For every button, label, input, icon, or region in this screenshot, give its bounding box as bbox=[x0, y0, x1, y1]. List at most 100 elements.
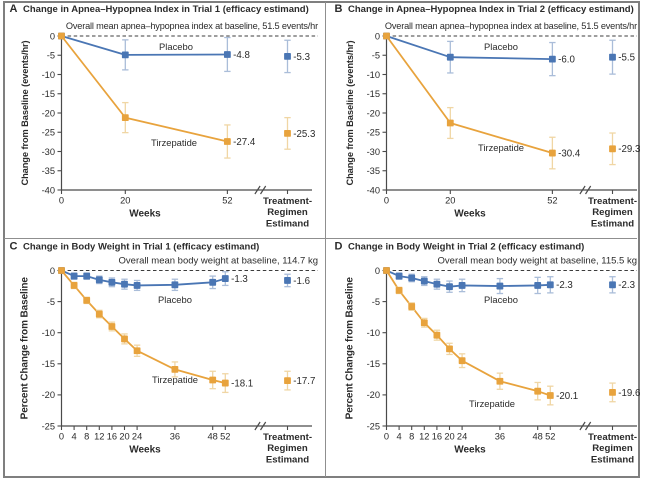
data-marker bbox=[70, 272, 78, 280]
baseline-annotation: Overall mean body weight at baseline, 11… bbox=[119, 256, 318, 267]
x-tick-label: 48 bbox=[533, 432, 543, 442]
x-tick-label: 8 bbox=[84, 432, 89, 442]
data-marker bbox=[383, 32, 390, 40]
y-tick-label: 0 bbox=[375, 31, 380, 41]
series-tirzepatide: -20.1 -19.6 Tirzepatide bbox=[383, 267, 640, 409]
estimand-axis-label: Treatment- bbox=[263, 196, 312, 207]
baseline-annotation: Overall mean body weight at baseline, 11… bbox=[438, 256, 637, 267]
data-marker bbox=[209, 376, 217, 384]
data-marker bbox=[458, 282, 466, 289]
panel-title: Change in Body Weight in Trial 2 (effica… bbox=[348, 242, 584, 253]
y-tick-label: -25 bbox=[367, 128, 380, 138]
x-tick-label: 16 bbox=[432, 432, 442, 442]
data-marker bbox=[420, 277, 428, 285]
x-tick-label: 20 bbox=[119, 432, 129, 442]
y-tick-label: 0 bbox=[375, 266, 380, 276]
estimand-value-label: -5.3 bbox=[293, 52, 310, 63]
value-label: -2.3 bbox=[556, 280, 573, 291]
x-axis-title: Weeks bbox=[129, 209, 161, 220]
series-line bbox=[60, 35, 228, 143]
x-tick-label: 0 bbox=[384, 432, 389, 442]
estimand-axis-label: Regimen bbox=[267, 443, 308, 454]
estimand-value-label: -19.6 bbox=[618, 388, 640, 399]
data-marker bbox=[446, 283, 453, 291]
axis-break-mark bbox=[584, 185, 592, 195]
data-marker bbox=[548, 55, 556, 63]
series-line bbox=[386, 35, 553, 60]
estimand-value-label: -1.6 bbox=[293, 276, 310, 287]
data-marker bbox=[446, 345, 453, 353]
data-marker bbox=[284, 377, 291, 384]
series-label: Tirzepatide bbox=[151, 137, 197, 148]
estimand-value-label: -17.7 bbox=[293, 376, 315, 387]
y-tick-label: -20 bbox=[42, 108, 55, 118]
panel-d-chart: D Change in Body Weight in Trial 2 (effic… bbox=[335, 241, 641, 466]
data-marker bbox=[95, 310, 103, 318]
series-tirzepatide: -30.4 -29.3 Tirzepatide bbox=[383, 32, 640, 170]
y-tick-label: -5 bbox=[47, 297, 55, 307]
data-marker bbox=[433, 280, 441, 288]
series-line bbox=[60, 269, 226, 384]
y-tick-label: 0 bbox=[50, 266, 55, 276]
series-line bbox=[385, 270, 551, 397]
estimand-axis-label: Treatment- bbox=[588, 432, 637, 443]
series-placebo: -6.0 -5.5 Placebo bbox=[383, 32, 635, 77]
panel-letter: C bbox=[10, 241, 18, 253]
data-marker bbox=[223, 138, 231, 145]
x-tick-label: 12 bbox=[419, 432, 429, 442]
data-marker bbox=[609, 53, 616, 61]
x-tick-label: 52 bbox=[547, 196, 557, 206]
series-label: Tirzepatide bbox=[469, 398, 515, 409]
x-tick-label: 0 bbox=[59, 196, 64, 206]
y-tick-label: -25 bbox=[42, 128, 55, 138]
data-marker bbox=[121, 51, 129, 59]
y-tick-label: -10 bbox=[367, 328, 380, 338]
x-tick-label: 48 bbox=[208, 432, 218, 442]
estimand-axis-label: Estimand bbox=[266, 454, 309, 465]
data-marker bbox=[395, 272, 403, 280]
data-marker bbox=[58, 32, 65, 40]
estimand-value-label: -25.3 bbox=[293, 129, 315, 140]
data-marker bbox=[609, 145, 616, 153]
data-marker bbox=[534, 387, 542, 395]
y-tick-label: -15 bbox=[367, 359, 380, 369]
data-marker bbox=[133, 282, 141, 289]
value-label: -6.0 bbox=[558, 55, 575, 66]
panel-b-chart: B Change in Apnea–Hypopnea Index in Trial… bbox=[335, 3, 641, 229]
baseline-annotation: Overall mean apnea–hypopnea index at bas… bbox=[66, 21, 318, 31]
series-label: Placebo bbox=[158, 294, 192, 305]
panel-letter: D bbox=[335, 241, 343, 253]
y-tick-label: -10 bbox=[42, 328, 55, 338]
panel-title: Change in Apnea–Hypopnea Index in Trial … bbox=[23, 4, 309, 15]
y-tick-label: -40 bbox=[42, 185, 55, 195]
data-marker bbox=[408, 274, 416, 282]
series-tirzepatide: -18.1 -17.7 Tirzepatide bbox=[58, 267, 315, 394]
data-marker bbox=[446, 53, 454, 61]
estimand-axis-label: Regimen bbox=[267, 207, 308, 218]
baseline-annotation: Overall mean apnea–hypopnea index at bas… bbox=[385, 21, 637, 31]
y-tick-label: -20 bbox=[367, 108, 380, 118]
y-tick-label: -15 bbox=[42, 89, 55, 99]
x-tick-label: 12 bbox=[94, 432, 104, 442]
x-tick-label: 20 bbox=[445, 196, 455, 206]
data-marker bbox=[108, 323, 116, 330]
x-tick-label: 4 bbox=[72, 432, 77, 442]
panel-title: Change in Body Weight in Trial 1 (effica… bbox=[23, 242, 259, 253]
data-marker bbox=[171, 281, 179, 289]
data-marker bbox=[83, 296, 91, 304]
y-tick-label: -20 bbox=[42, 390, 55, 400]
axis-break-mark bbox=[254, 185, 261, 195]
panel-letter: A bbox=[10, 3, 18, 15]
data-marker bbox=[221, 379, 229, 387]
series-line bbox=[385, 35, 553, 154]
series-placebo: -1.3 -1.6 Placebo bbox=[58, 267, 310, 305]
y-axis-title: Change from Baseline (events/hr) bbox=[345, 40, 355, 185]
data-marker bbox=[133, 347, 141, 355]
panel-divider-horizontal bbox=[4, 238, 637, 239]
estimand-value-label: -29.3 bbox=[618, 144, 640, 155]
y-tick-label: -15 bbox=[42, 359, 55, 369]
y-tick-label: -10 bbox=[367, 70, 380, 80]
series-placebo: -2.3 -2.3 Placebo bbox=[383, 267, 635, 305]
value-label: -4.8 bbox=[233, 50, 250, 61]
y-tick-label: -5 bbox=[372, 297, 380, 307]
